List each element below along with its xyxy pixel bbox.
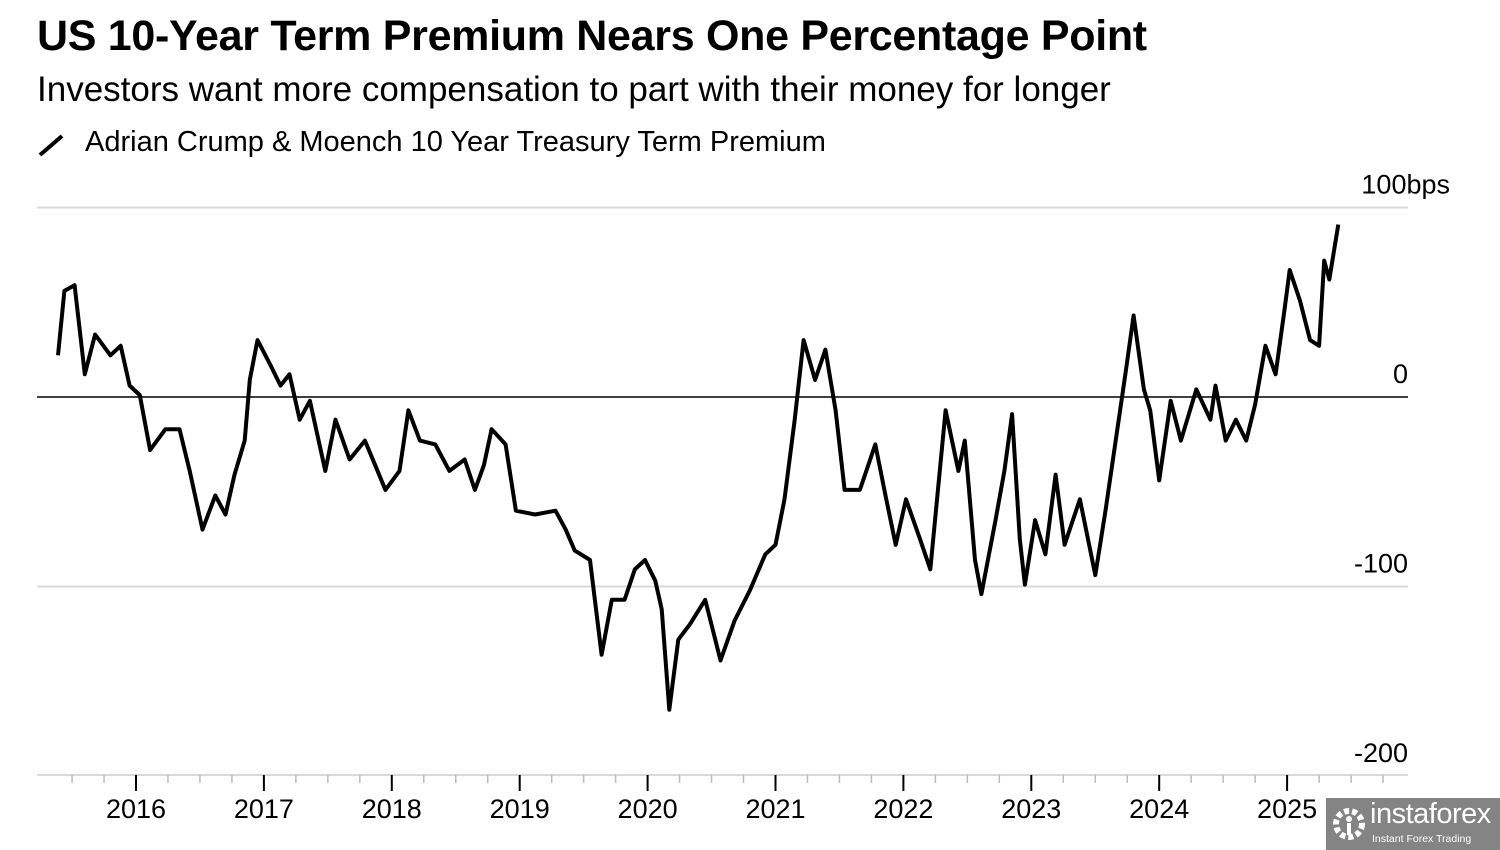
x-tick-label: 2024	[1129, 794, 1189, 824]
y-tick-label: 100bps	[1361, 170, 1450, 200]
y-tick-label: -200	[1354, 738, 1408, 768]
series-line	[56, 224, 1341, 712]
x-tick-label: 2020	[618, 794, 678, 824]
x-tick-label: 2019	[490, 794, 550, 824]
x-tick-label: 2025	[1257, 794, 1317, 824]
chart-title: US 10-Year Term Premium Nears One Percen…	[37, 12, 1147, 60]
gear-logo-icon	[1333, 808, 1365, 840]
x-tick-label: 2016	[106, 794, 166, 824]
watermark-logo: instaforex Instant Forex Trading	[1326, 798, 1500, 850]
legend-label: Adrian Crump & Moench 10 Year Treasury T…	[85, 126, 826, 158]
legend: Adrian Crump & Moench 10 Year Treasury T…	[37, 126, 826, 159]
chart-subtitle: Investors want more compensation to part…	[37, 70, 1111, 109]
y-tick-label: 0	[1393, 359, 1408, 389]
x-tick-label: 2023	[1001, 794, 1061, 824]
x-tick-label: 2017	[234, 794, 294, 824]
x-tick-label: 2022	[873, 794, 933, 824]
watermark-name: instaforex	[1370, 798, 1491, 830]
x-tick-label: 2018	[362, 794, 422, 824]
watermark-tagline: Instant Forex Trading	[1372, 833, 1472, 845]
legend-line-icon	[38, 133, 64, 157]
y-tick-label: -100	[1354, 549, 1408, 579]
x-tick-label: 2021	[745, 794, 805, 824]
